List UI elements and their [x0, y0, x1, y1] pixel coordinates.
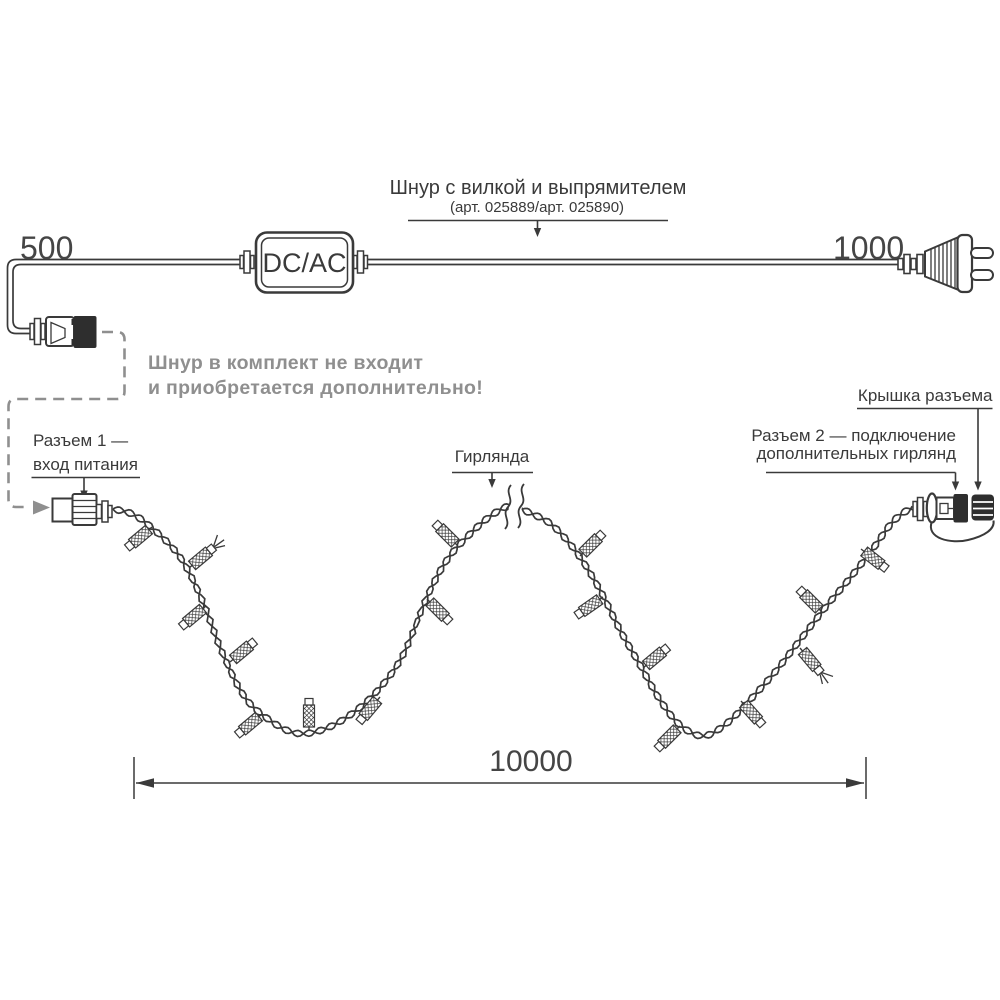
cord-callout: Шнур с вилкой и выпрямителем (арт. 02588…: [390, 177, 687, 237]
connector1-callout: Разъем 1 — вход питания: [31, 431, 140, 500]
lamp-tip: [205, 543, 218, 556]
power-plug: [897, 233, 994, 294]
lamp-tip: [812, 664, 825, 677]
cord-callout-title: Шнур с вилкой и выпрямителем: [390, 177, 687, 199]
down-arrow-icon: [974, 481, 982, 491]
break-mark-icon: [504, 483, 525, 530]
plug-pin: [970, 269, 994, 281]
connector-black-cap: [73, 316, 97, 348]
connector1: [51, 493, 113, 526]
lamp: [795, 585, 824, 614]
lamp-wire-whiskers: [213, 534, 226, 549]
connector2-callout: Разъем 2 — подключение дополнительных ги…: [751, 426, 960, 491]
lamp-tip: [795, 585, 808, 598]
connector2-line1: Разъем 2 — подключение: [751, 426, 956, 445]
right-arrow-icon: [33, 500, 50, 515]
garland-length-label: 10000: [489, 745, 572, 778]
lamp: [177, 603, 208, 631]
connector2-cap: [971, 494, 994, 521]
dashed-link: [7, 330, 126, 515]
down-arrow-icon: [533, 228, 542, 237]
cord-callout-subtitle: (арт. 025889/арт. 025890): [450, 199, 624, 216]
lamp-tip: [304, 697, 314, 706]
lamp: [302, 697, 316, 731]
cap-label: Крышка разъема: [858, 386, 993, 405]
cap-callout: Крышка разъема: [857, 386, 993, 491]
down-arrow-icon: [951, 481, 960, 491]
lamp: [797, 646, 834, 685]
cap-tether: [929, 520, 995, 543]
cord-length-left-label: 500: [20, 230, 73, 266]
lamp-tip: [653, 740, 666, 753]
wire-strand: [112, 503, 914, 740]
lamp-tip: [177, 618, 190, 631]
lamp-tip: [594, 529, 607, 542]
lamp-tip: [246, 637, 259, 650]
lamp: [187, 534, 226, 571]
lamp: [653, 724, 682, 753]
connector1-line2: вход питания: [33, 455, 138, 474]
connector2-line2: дополнительных гирлянд: [756, 444, 956, 463]
cord-end-connector: [29, 316, 97, 348]
lamp-body: [302, 704, 316, 728]
garland-lamps: [123, 519, 890, 753]
lamp-tip: [123, 539, 136, 552]
note-line1: Шнур в комплект не входит: [148, 352, 423, 374]
lamp-tip: [355, 713, 368, 726]
converter-label: DC/AC: [262, 248, 346, 278]
down-arrow-icon: [488, 479, 496, 488]
lamp: [578, 529, 607, 558]
lamp-tip: [441, 613, 454, 626]
lamp-tip: [659, 643, 672, 656]
cord-length-right-label: 1000: [833, 230, 904, 266]
lamp: [738, 699, 767, 729]
garland-label: Гирлянда: [455, 447, 530, 466]
garland-wire: [112, 502, 914, 740]
lamp-wire-whiskers: [819, 672, 834, 685]
lamp: [228, 637, 259, 665]
left-arrow-icon: [136, 778, 154, 788]
cap-notch: [71, 339, 74, 345]
lamp: [355, 695, 383, 726]
connector1-line1: Разъем 1 —: [33, 431, 128, 450]
cap-notch: [71, 319, 74, 325]
note-line2: и приобретается дополнительно!: [148, 377, 483, 399]
garland-callout: Гирлянда: [452, 447, 533, 488]
lamp-tip: [573, 607, 585, 620]
lamp-tip: [233, 726, 246, 739]
lamp: [641, 643, 672, 671]
garland-dimension: 10000: [133, 745, 867, 799]
lamp: [233, 711, 264, 739]
lamp: [859, 546, 890, 574]
lamp: [123, 524, 154, 552]
plug-pin: [970, 247, 994, 259]
connector2: [912, 492, 995, 543]
not-included-note: Шнур в комплект не входит и приобретаетс…: [148, 352, 483, 399]
right-arrow-icon: [846, 778, 864, 788]
connector2-body: [953, 494, 968, 523]
lamp: [573, 593, 604, 620]
power-cord: [6, 258, 898, 335]
lamp: [431, 519, 460, 548]
lamp-tip: [878, 561, 890, 574]
lamp-tip: [431, 519, 444, 532]
lamp-tip: [754, 716, 767, 729]
dc-ac-converter: DC/AC: [239, 231, 369, 294]
lamp: [425, 597, 454, 626]
